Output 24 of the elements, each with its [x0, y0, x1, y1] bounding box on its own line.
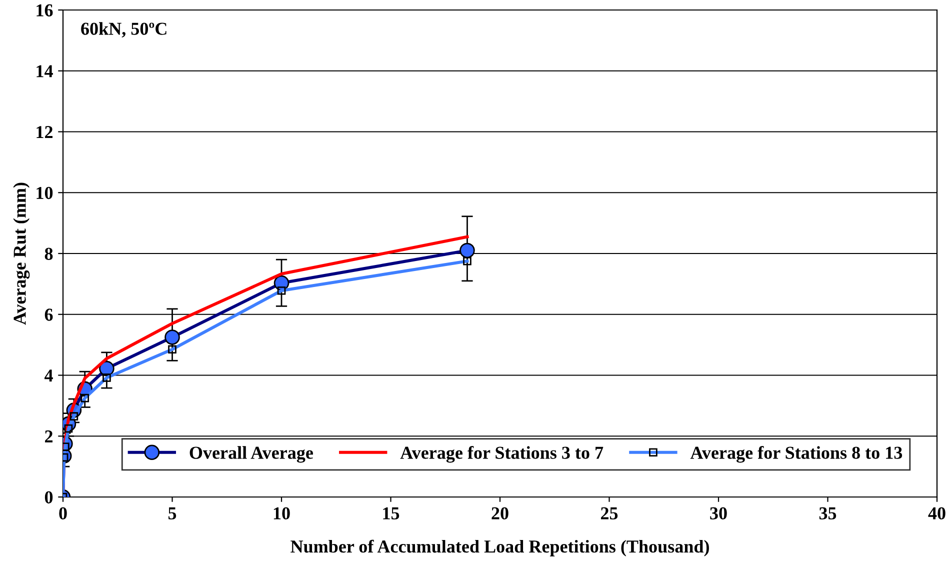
y-tick-label: 10: [36, 186, 53, 200]
y-tick-label: 12: [36, 126, 52, 138]
y-tick-label: 0: [44, 491, 53, 504]
legend-label: Overall Average: [190, 446, 313, 463]
legend-label: Average for Stations 8 to 13: [690, 446, 902, 463]
legend-label: Average for Stations 3 to 7: [400, 446, 604, 463]
x-axis-title: Number of Accumulated Load Repetitions (Thousand): [290, 540, 709, 556]
x-tick-label: 0: [59, 507, 67, 520]
y-axis-title: Average Rut (mm): [13, 182, 30, 325]
x-tick-label: 30: [710, 507, 727, 520]
x-tick-label: 20: [492, 507, 508, 520]
x-tick-label: 25: [600, 507, 618, 520]
y-tick-label: 4: [44, 370, 53, 382]
y-tick-label: 16: [36, 4, 53, 16]
y-tick-label: 14: [36, 65, 53, 78]
x-tick-label: 15: [383, 507, 400, 520]
y-tick-label: 6: [44, 308, 53, 321]
x-tick-label: 35: [819, 507, 836, 520]
y-tick-label: 8: [44, 248, 53, 260]
y-tick-label: 2: [45, 430, 52, 442]
x-tick-label: 40: [928, 507, 946, 520]
x-tick-label: 5: [168, 507, 176, 520]
annotation: 60kN, 50ºC: [81, 22, 166, 38]
x-tick-label: 10: [274, 507, 290, 520]
